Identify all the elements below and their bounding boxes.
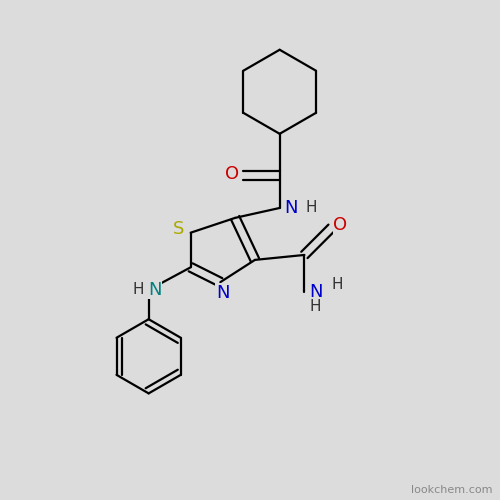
Text: H: H (133, 282, 144, 297)
Text: N: N (216, 284, 230, 302)
Text: O: O (334, 216, 347, 234)
Text: O: O (224, 166, 239, 184)
Text: N: N (148, 280, 162, 298)
Text: H: H (332, 277, 343, 292)
Text: N: N (310, 283, 323, 301)
Text: H: H (306, 200, 317, 216)
Text: H: H (310, 300, 321, 314)
Text: lookchem.com: lookchem.com (411, 485, 492, 495)
Text: N: N (284, 199, 298, 217)
Text: S: S (172, 220, 184, 238)
